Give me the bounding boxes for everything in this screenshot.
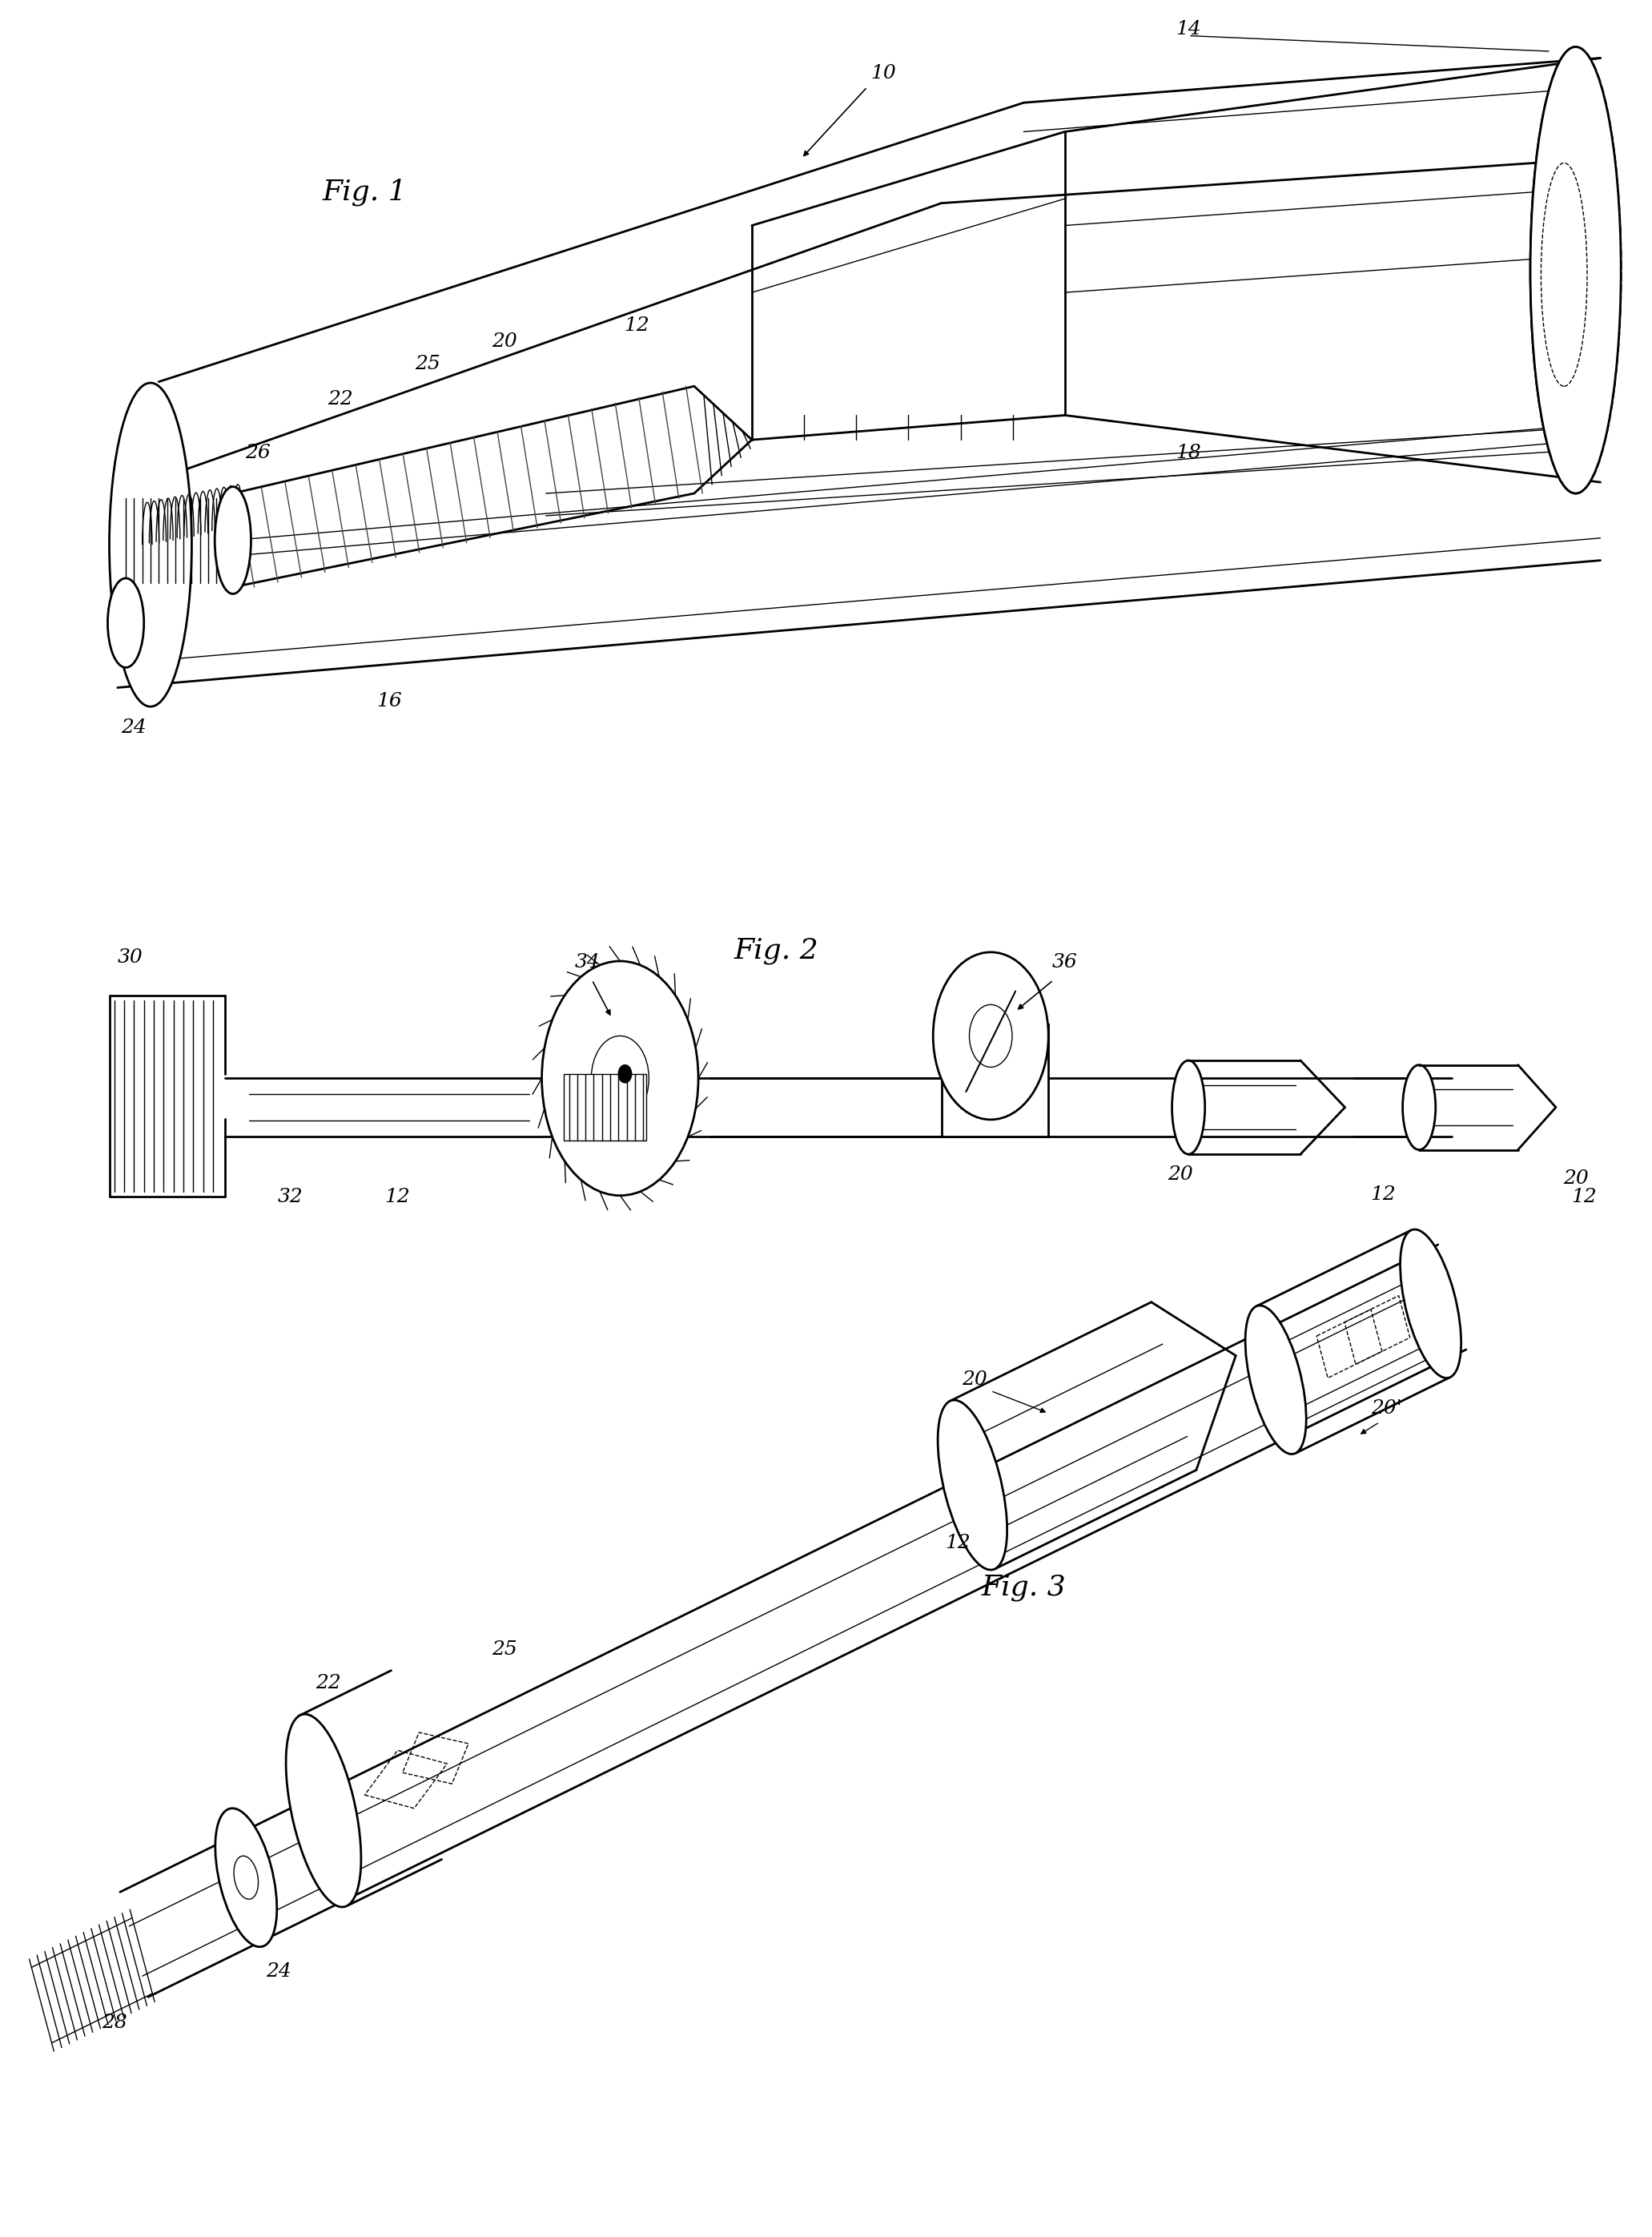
Text: Fig. 2: Fig. 2 bbox=[733, 937, 819, 964]
Ellipse shape bbox=[1171, 1060, 1204, 1154]
Ellipse shape bbox=[542, 962, 699, 1195]
Text: 25: 25 bbox=[492, 1640, 517, 1660]
Text: 10: 10 bbox=[871, 65, 897, 83]
Ellipse shape bbox=[286, 1714, 362, 1906]
Ellipse shape bbox=[1401, 1230, 1460, 1378]
Ellipse shape bbox=[1530, 47, 1621, 494]
Text: 20: 20 bbox=[961, 1371, 986, 1389]
Text: 34: 34 bbox=[575, 953, 600, 971]
Ellipse shape bbox=[215, 488, 251, 593]
Text: 18: 18 bbox=[1176, 443, 1201, 463]
Ellipse shape bbox=[215, 1807, 278, 1946]
Ellipse shape bbox=[1246, 1306, 1307, 1454]
Text: 12: 12 bbox=[945, 1535, 970, 1552]
Text: 16: 16 bbox=[377, 691, 401, 709]
Text: 20': 20' bbox=[1371, 1400, 1401, 1418]
Ellipse shape bbox=[618, 1065, 631, 1083]
Text: 24: 24 bbox=[266, 1962, 292, 1980]
Text: 36: 36 bbox=[1052, 953, 1077, 971]
Text: 12: 12 bbox=[1571, 1188, 1596, 1206]
Text: 26: 26 bbox=[244, 443, 271, 463]
Ellipse shape bbox=[107, 577, 144, 667]
Text: 30: 30 bbox=[117, 948, 144, 966]
Text: 20: 20 bbox=[1168, 1165, 1193, 1183]
Text: 28: 28 bbox=[101, 2013, 127, 2031]
Bar bbox=[563, 1074, 646, 1141]
Ellipse shape bbox=[938, 1400, 1008, 1570]
Ellipse shape bbox=[1403, 1065, 1436, 1150]
Text: 22: 22 bbox=[327, 391, 352, 409]
Ellipse shape bbox=[109, 383, 192, 707]
Text: 14: 14 bbox=[1176, 20, 1201, 38]
Text: 32: 32 bbox=[278, 1188, 304, 1206]
Text: 12: 12 bbox=[624, 318, 649, 336]
Text: 24: 24 bbox=[121, 718, 147, 736]
Text: 25: 25 bbox=[415, 356, 439, 374]
Bar bbox=[942, 1025, 1049, 1136]
Text: Fig. 3: Fig. 3 bbox=[981, 1573, 1066, 1602]
Text: 20: 20 bbox=[492, 333, 517, 351]
Ellipse shape bbox=[235, 1857, 258, 1899]
Text: 12: 12 bbox=[1370, 1186, 1396, 1204]
Text: 22: 22 bbox=[316, 1673, 342, 1693]
Text: Fig. 1: Fig. 1 bbox=[322, 179, 406, 206]
Ellipse shape bbox=[933, 953, 1049, 1118]
Text: 20: 20 bbox=[1563, 1170, 1588, 1188]
Text: 12: 12 bbox=[385, 1188, 410, 1206]
